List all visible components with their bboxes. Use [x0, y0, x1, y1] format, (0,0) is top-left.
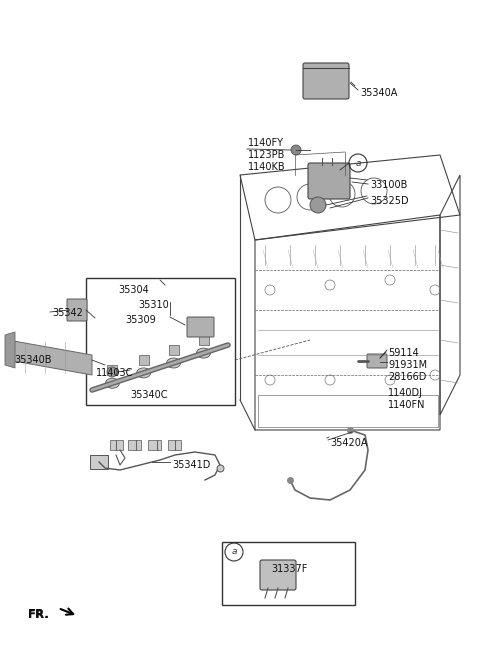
Bar — [222, 542, 355, 605]
Text: 35420A: 35420A — [330, 438, 368, 448]
Bar — [139, 355, 149, 365]
Text: 1140FN: 1140FN — [388, 400, 425, 410]
Text: a: a — [355, 158, 361, 168]
Text: 35340C: 35340C — [130, 390, 168, 400]
Text: 35340A: 35340A — [360, 88, 397, 98]
Bar — [168, 440, 181, 450]
FancyBboxPatch shape — [187, 317, 214, 337]
FancyBboxPatch shape — [260, 560, 296, 590]
Ellipse shape — [137, 368, 151, 378]
Polygon shape — [5, 332, 15, 368]
Ellipse shape — [167, 358, 180, 368]
Bar — [110, 440, 123, 450]
Text: 1140FY: 1140FY — [248, 138, 284, 148]
Bar — [108, 365, 118, 375]
Ellipse shape — [196, 348, 211, 358]
Text: FR.: FR. — [28, 610, 48, 620]
Text: 35309: 35309 — [125, 315, 156, 325]
Circle shape — [107, 367, 117, 377]
Text: 33100B: 33100B — [370, 180, 408, 190]
Text: 91931M: 91931M — [388, 360, 427, 370]
Text: FR.: FR. — [28, 608, 50, 620]
Ellipse shape — [106, 378, 120, 388]
Polygon shape — [8, 340, 92, 375]
Text: 35310: 35310 — [138, 300, 169, 310]
Text: 35340B: 35340B — [14, 355, 51, 365]
FancyBboxPatch shape — [367, 354, 387, 368]
Circle shape — [291, 145, 301, 155]
FancyBboxPatch shape — [303, 63, 349, 99]
Text: 1123PB: 1123PB — [248, 150, 286, 160]
Text: 35341D: 35341D — [172, 460, 210, 470]
Text: 35342: 35342 — [52, 308, 83, 318]
Bar — [258, 395, 438, 427]
Text: 11403C: 11403C — [96, 368, 133, 378]
FancyBboxPatch shape — [308, 163, 350, 199]
Bar — [86, 278, 235, 405]
Circle shape — [310, 197, 326, 213]
Bar — [90, 455, 108, 469]
Text: 31337F: 31337F — [271, 564, 307, 574]
Text: 35325D: 35325D — [370, 196, 408, 206]
Bar — [148, 440, 161, 450]
Text: 1140KB: 1140KB — [248, 162, 286, 172]
Text: 59114: 59114 — [388, 348, 419, 358]
Text: 35304: 35304 — [118, 285, 149, 295]
Bar — [199, 335, 208, 345]
Text: a: a — [231, 547, 237, 556]
FancyBboxPatch shape — [67, 299, 87, 321]
Text: 28166D: 28166D — [388, 372, 426, 382]
Bar — [168, 345, 179, 355]
Text: 1140DJ: 1140DJ — [388, 388, 423, 398]
Bar — [128, 440, 141, 450]
